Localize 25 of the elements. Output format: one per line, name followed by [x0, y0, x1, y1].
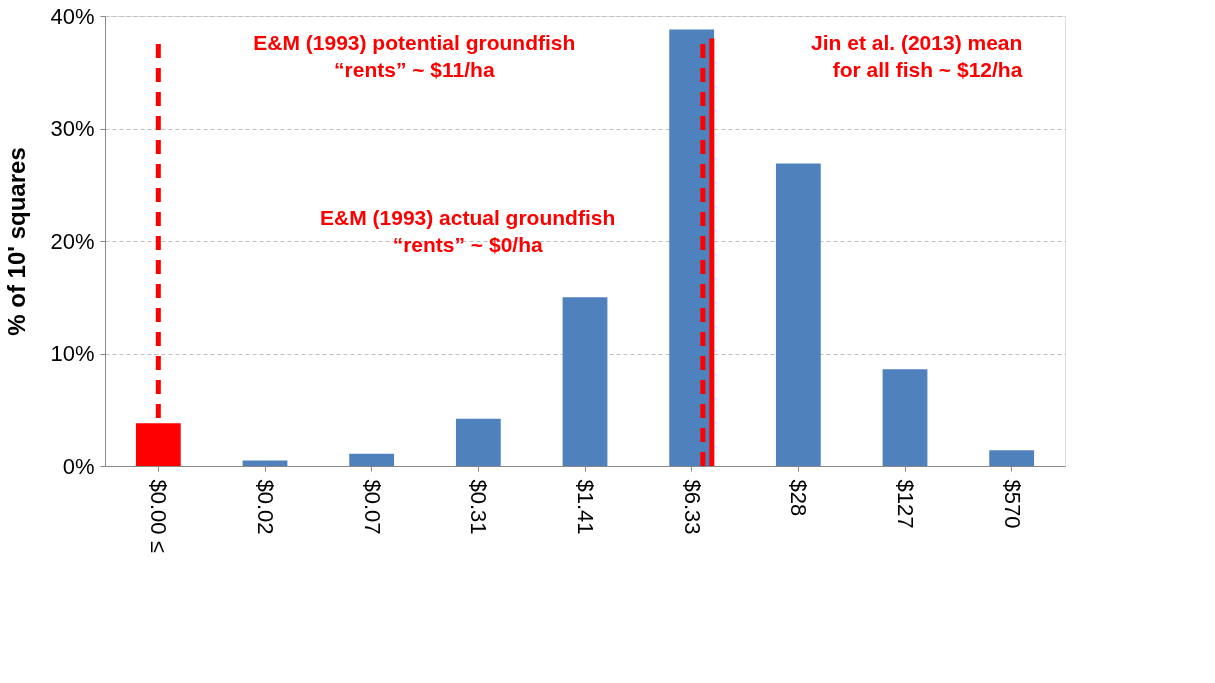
y-tick-label: 10%	[50, 341, 95, 366]
x-tick-label: $570	[999, 479, 1025, 529]
ref-line-label: E&M (1993) potential groundfish “rents” ~ $11/ha	[253, 31, 576, 82]
x-tick-label: $1.41	[573, 479, 598, 535]
y-tick-label: 0%	[62, 453, 95, 479]
bar	[562, 297, 608, 466]
bar	[455, 418, 501, 466]
y-tick-label: 30%	[50, 116, 95, 141]
bar	[882, 369, 928, 466]
bar	[989, 450, 1035, 466]
x-tick-label: $127	[893, 479, 918, 529]
x-tick-label: $6.33	[679, 479, 705, 535]
y-tick-label: 20%	[50, 228, 95, 254]
ref-line-label: Jin et al. (2013) mean for all fish ~ $12/ha	[811, 31, 1023, 82]
x-tick-label: $0.07	[359, 479, 385, 535]
ref-line-label: E&M (1993) actual groundfish “rents” ~ $0/ha	[320, 205, 616, 256]
y-axis-title: % of 10' squares	[3, 147, 31, 336]
x-tick-label: $0.02	[253, 479, 278, 535]
bar	[349, 453, 395, 466]
bar	[775, 163, 821, 466]
y-tick-label: 40%	[50, 3, 95, 29]
bar	[242, 460, 288, 466]
x-tick-label: $0.00 ≤	[146, 479, 172, 553]
x-tick-label: $0.31	[466, 479, 492, 535]
x-tick-label: $28	[786, 479, 812, 517]
